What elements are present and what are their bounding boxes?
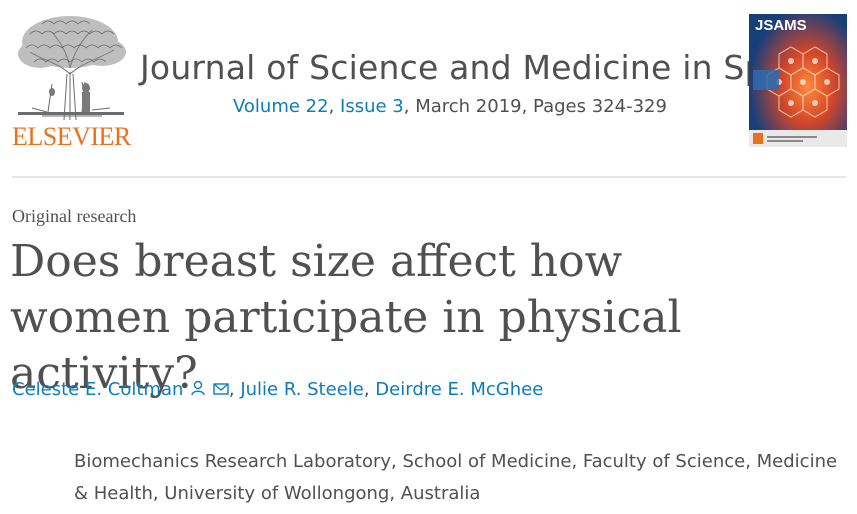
journal-title[interactable]: Journal of Science and Medicine in Sport [140,48,813,87]
elsevier-tree-icon [18,16,126,120]
issue-line: Volume 22, Issue 3, March 2019, Pages 32… [233,96,667,117]
header-divider [12,176,846,178]
author-separator: , [363,379,376,400]
author-list: Celeste E. Coltman , Julie R. Steele, De… [12,379,543,401]
cover-artwork [749,14,847,147]
elsevier-logo[interactable]: ELSEVIER [12,12,131,151]
author-link-coltman[interactable]: Celeste E. Coltman [12,379,184,400]
author-link-mcghee[interactable]: Deirdre E. McGhee [375,379,544,400]
volume-link[interactable]: Volume 22 [233,96,329,117]
person-icon[interactable] [191,380,205,401]
author-affiliation: Biomechanics Research Laboratory, School… [74,451,838,504]
journal-cover-image[interactable]: JSAMS [749,14,847,147]
article-title: Does breast size affect how women partic… [10,236,682,399]
author-separator: , [228,379,241,400]
article-type-label: Original research [12,206,137,226]
publisher-wordmark: ELSEVIER [12,122,131,151]
issue-link[interactable]: Issue 3 [340,96,404,117]
envelope-icon[interactable] [213,380,229,401]
cover-journal-label: JSAMS [755,17,807,34]
author-link-steele[interactable]: Julie R. Steele [240,379,364,400]
issue-separator: , [328,96,341,117]
date-pages: , March 2019, Pages 324-329 [403,96,667,117]
